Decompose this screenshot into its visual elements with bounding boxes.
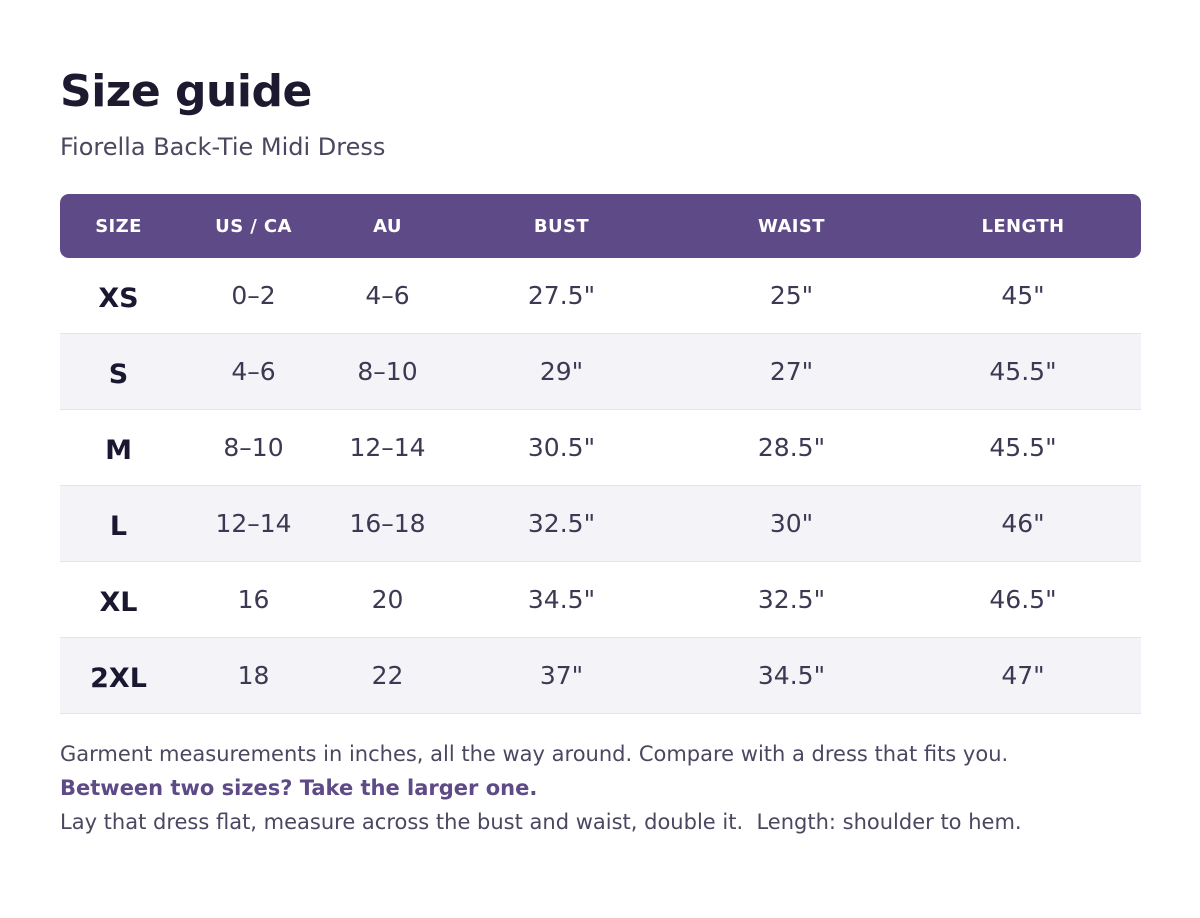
length-value: 45" bbox=[1001, 281, 1045, 310]
length-value: 46" bbox=[1001, 509, 1045, 538]
us-ca-value: 8–10 bbox=[223, 433, 284, 462]
page-title: Size guide bbox=[60, 66, 312, 117]
header-size: SIZE bbox=[95, 215, 142, 237]
waist-value: 25" bbox=[769, 281, 814, 310]
us-ca-value: 4–6 bbox=[231, 357, 276, 386]
size-label: 2XL bbox=[90, 663, 147, 694]
length-value: 45.5" bbox=[989, 433, 1057, 462]
header-au: AU bbox=[373, 215, 402, 237]
bust-value: 29" bbox=[539, 357, 584, 386]
waist-value: 27" bbox=[769, 357, 814, 386]
us-ca-value: 16 bbox=[237, 585, 270, 614]
us-ca-value: 12–14 bbox=[215, 509, 292, 538]
size-label: XL bbox=[99, 587, 138, 618]
au-value: 22 bbox=[371, 661, 404, 690]
size-label: M bbox=[105, 435, 132, 466]
waist-value: 34.5" bbox=[757, 661, 826, 690]
table-row: S 4–6 8–10 29" 27" 45.5" bbox=[60, 334, 1141, 410]
length-value: 45.5" bbox=[989, 357, 1057, 386]
length-value: 46.5" bbox=[989, 585, 1057, 614]
header-bust: BUST bbox=[533, 215, 590, 237]
table-row: M 8–10 12–14 30.5" 28.5" 45.5" bbox=[60, 410, 1141, 486]
au-value: 4–6 bbox=[365, 281, 410, 310]
bust-value: 32.5" bbox=[527, 509, 596, 538]
header-waist: WAIST bbox=[758, 215, 825, 237]
table-row: XL 16 20 34.5" 32.5" 46.5" bbox=[60, 562, 1141, 638]
size-label: S bbox=[108, 359, 129, 390]
size-table: SIZE US / CA AU BUST WAIST LENGTH XS 0–2… bbox=[60, 194, 1141, 714]
size-label: XS bbox=[98, 283, 139, 314]
waist-value: 28.5" bbox=[757, 433, 826, 462]
measuring-instructions: Lay that dress flat, measure across the … bbox=[60, 810, 1022, 834]
bust-value: 34.5" bbox=[527, 585, 596, 614]
au-value: 16–18 bbox=[349, 509, 426, 538]
bust-value: 37" bbox=[539, 661, 584, 690]
table-header: SIZE US / CA AU BUST WAIST LENGTH bbox=[60, 194, 1141, 258]
table-row: XS 0–2 4–6 27.5" 25" 45" bbox=[60, 258, 1141, 334]
table-row: 2XL 18 22 37" 34.5" 47" bbox=[60, 638, 1141, 714]
bust-value: 27.5" bbox=[527, 281, 596, 310]
length-value: 47" bbox=[1001, 661, 1045, 690]
header-us-ca: US / CA bbox=[215, 215, 292, 237]
product-name: Fiorella Back-Tie Midi Dress bbox=[60, 133, 386, 161]
us-ca-value: 0–2 bbox=[231, 281, 276, 310]
waist-value: 32.5" bbox=[757, 585, 826, 614]
measurement-note: Garment measurements in inches, all the … bbox=[60, 742, 1009, 766]
bust-value: 30.5" bbox=[527, 433, 596, 462]
waist-value: 30" bbox=[769, 509, 814, 538]
au-value: 12–14 bbox=[349, 433, 426, 462]
au-value: 8–10 bbox=[357, 357, 418, 386]
size-label: L bbox=[109, 511, 128, 542]
us-ca-value: 18 bbox=[237, 661, 270, 690]
au-value: 20 bbox=[371, 585, 404, 614]
sizing-tip: Between two sizes? Take the larger one. bbox=[60, 776, 538, 800]
header-length: LENGTH bbox=[981, 215, 1065, 237]
table-row: L 12–14 16–18 32.5" 30" 46" bbox=[60, 486, 1141, 562]
